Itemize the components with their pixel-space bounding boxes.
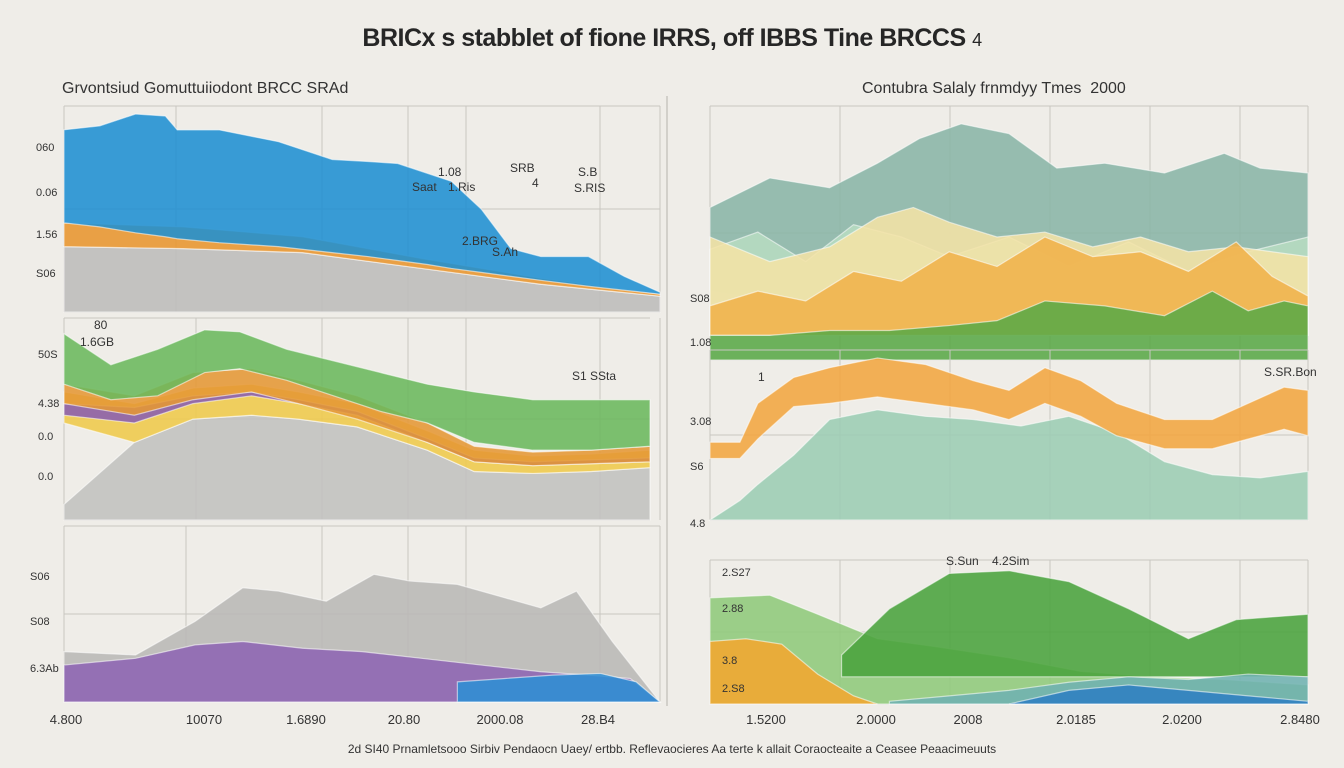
footer-note: 2d SI40 Prnamletsooo Sirbiv Pendaocn Uae… [347,742,997,756]
area-right-mid-teal [707,409,1309,521]
area-right-bottom-orange [709,638,878,705]
annotation-right-bottom-0: S.Sun [946,554,979,568]
annotation-left-top-8: S.Ah [492,245,518,259]
ytick-left-bottom-1: S08 [30,616,50,628]
area-left-mid-green [63,329,651,451]
ytick-right-mid-1: S6 [690,461,703,473]
ytick-left-mid-1: 4.38 [38,398,59,410]
annotation-left-mid-2: S1 SSta [572,369,616,383]
xtick-left-bottom-4: 2000.08 [477,712,524,727]
ytick-right-top-1: 1.08 [690,337,711,349]
annotation-left-mid-1: 1.6GB [80,335,114,349]
annotation-right-bottom-1: 4.2Sim [992,554,1029,568]
ytick-left-mid-3: 0.0 [38,471,53,483]
area-right-top-green [709,290,1309,361]
ytick-left-top-2: 1.56 [36,229,57,241]
panel-right-bottom: 2.S27 2.88 3.8 2.S8 1.5200 2.0000 2008 2.0185 2.… [709,554,1320,727]
annotation-left-top-3: SRB [510,161,535,175]
panel-right-top: S08 1.08 [690,105,1309,361]
ytick-right-top-0: S08 [690,293,710,305]
ytick-right-bottom-3: 2.S8 [722,683,745,695]
ytick-left-top-0: 060 [36,142,54,154]
ytick-right-mid-2: 4.8 [690,518,705,530]
annotation-left-top-1: Saat [412,180,437,194]
ytick-left-top-3: S06 [36,268,56,280]
annotation-left-top-4: 4 [532,176,539,190]
ytick-right-bottom-2: 3.8 [722,655,737,667]
area-right-mid-orange [709,357,1309,460]
panel-left-mid: 50S 4.38 0.0 0.0 80 1.6GB S1 SSta [38,317,661,521]
ytick-right-bottom-0: 2.S27 [722,567,751,579]
xtick-left-bottom-3: 20.80 [388,712,421,727]
area-right-bottom-green [840,570,1309,678]
xtick-left-bottom-2: 1.6890 [286,712,326,727]
ytick-right-bottom-1: 2.88 [722,603,743,615]
ytick-left-top-1: 0.06 [36,187,57,199]
left-panel-subtitle: Grvontsiud Gomuttuiiodont BRCC SRAd [62,80,349,97]
chart-title: BRICx s stabblet of fione IRRS, off IBBS… [362,24,982,52]
annotation-left-top-6: S.RIS [574,181,605,195]
area-left-bottom-blue [456,672,662,703]
ytick-left-bottom-2: 6.3Ab [30,663,59,675]
annotation-right-mid-0: 1 [758,370,765,384]
area-left-top-blue [63,113,661,295]
panel-right-mid: 3.08 S6 4.8 1 S.SR.Bon [690,349,1317,530]
annotation-right-mid-1: S.SR.Bon [1264,365,1317,379]
xtick-right-bottom-1: 2.0000 [856,712,896,727]
annotation-left-mid-0: 80 [94,318,108,332]
xtick-right-bottom-4: 2.0200 [1162,712,1202,727]
area-right-bottom-blue [1008,684,1309,705]
annotation-left-top-7: 2.BRG [462,234,498,248]
xtick-right-bottom-2: 2008 [954,712,983,727]
ytick-right-mid-0: 3.08 [690,416,711,428]
ytick-left-mid-0: 50S [38,349,58,361]
ytick-left-bottom-0: S06 [30,571,50,583]
xtick-right-bottom-3: 2.0185 [1056,712,1096,727]
xtick-left-bottom-0: 4.800 [50,712,83,727]
xtick-right-bottom-5: 2.8480 [1280,712,1320,727]
annotation-left-top-5: S.B [578,165,597,179]
right-panel-subtitle: Contubra Salaly frnmdyy Tmes 2000 [862,80,1126,97]
ytick-left-mid-2: 0.0 [38,431,53,443]
annotation-left-top-0: 1.08 [438,165,462,179]
xtick-left-bottom-5: 28.B4 [581,712,615,727]
xtick-right-bottom-0: 1.5200 [746,712,786,727]
annotation-left-top-2: 1.Ris [448,180,475,194]
xtick-left-bottom-1: 10070 [186,712,222,727]
panel-left-bottom: S06 S08 6.3Ab 4.800 10070 1.6890 20.80 2000.08 2… [30,525,662,727]
